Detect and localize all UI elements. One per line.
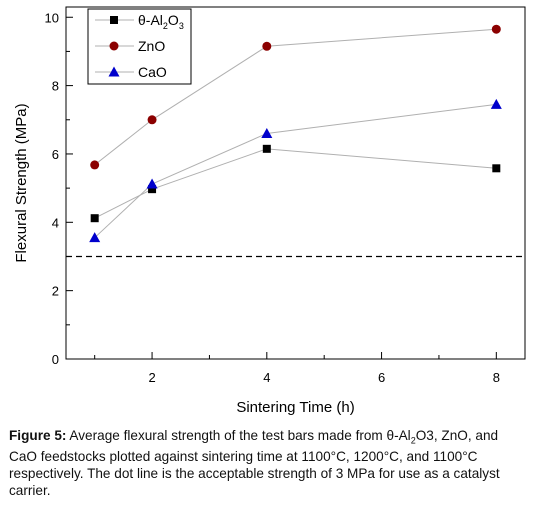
y-tick-label: 10 [45,10,59,25]
series-line-1 [94,28,497,166]
data-point-series-0 [492,164,501,173]
legend-label: CaO [138,64,167,80]
x-axis-label: Sintering Time (h) [236,399,354,416]
caption-text-2: O3, ZnO, and CaO feedstocks plotted agai… [9,428,500,498]
data-point-series-1 [491,24,501,34]
caption-subscript: 2 [410,435,416,446]
legend: θ-Al2O3 ZnO CaO [87,8,192,85]
x-tick-label: 4 [263,370,270,385]
data-point-series-0 [148,185,157,194]
series-line-2 [94,103,497,239]
series-line-0 [94,148,497,219]
legend-marker-2 [108,66,120,77]
y-tick-label: 2 [52,284,59,299]
data-point-series-1 [90,160,100,170]
legend-label: ZnO [138,38,165,54]
x-tick-label: 6 [378,370,385,385]
caption-text-1: Average flexural strength of the test ba… [66,428,411,443]
data-point-series-2 [89,232,101,243]
figure-caption: Figure 5: Average flexural strength of t… [9,428,525,499]
data-point-series-1 [147,115,157,125]
plot-frame [65,6,526,360]
data-point-series-2 [490,98,502,109]
legend-label: θ-Al2O3 [138,12,184,31]
data-point-series-0 [90,214,99,223]
y-tick-label: 6 [52,147,59,162]
data-point-series-2 [261,127,273,138]
x-tick-label: 8 [493,370,500,385]
x-tick-label: 2 [148,370,155,385]
y-tick-label: 4 [52,215,59,230]
chart: 0 2 4 6 8 10 2 4 6 8 Sintering Time (h) Flexural St… [13,6,526,416]
y-axis-label: Flexural Strength (MPa) [13,103,30,262]
data-point-series-0 [262,144,271,153]
data-point-series-1 [262,41,272,51]
legend-marker-1 [109,41,119,51]
y-tick-label: 8 [52,79,59,94]
caption-label: Figure 5: [9,428,67,443]
y-tick-label: 0 [52,352,59,367]
legend-marker-0 [110,16,118,24]
data-point-series-2 [146,178,158,189]
